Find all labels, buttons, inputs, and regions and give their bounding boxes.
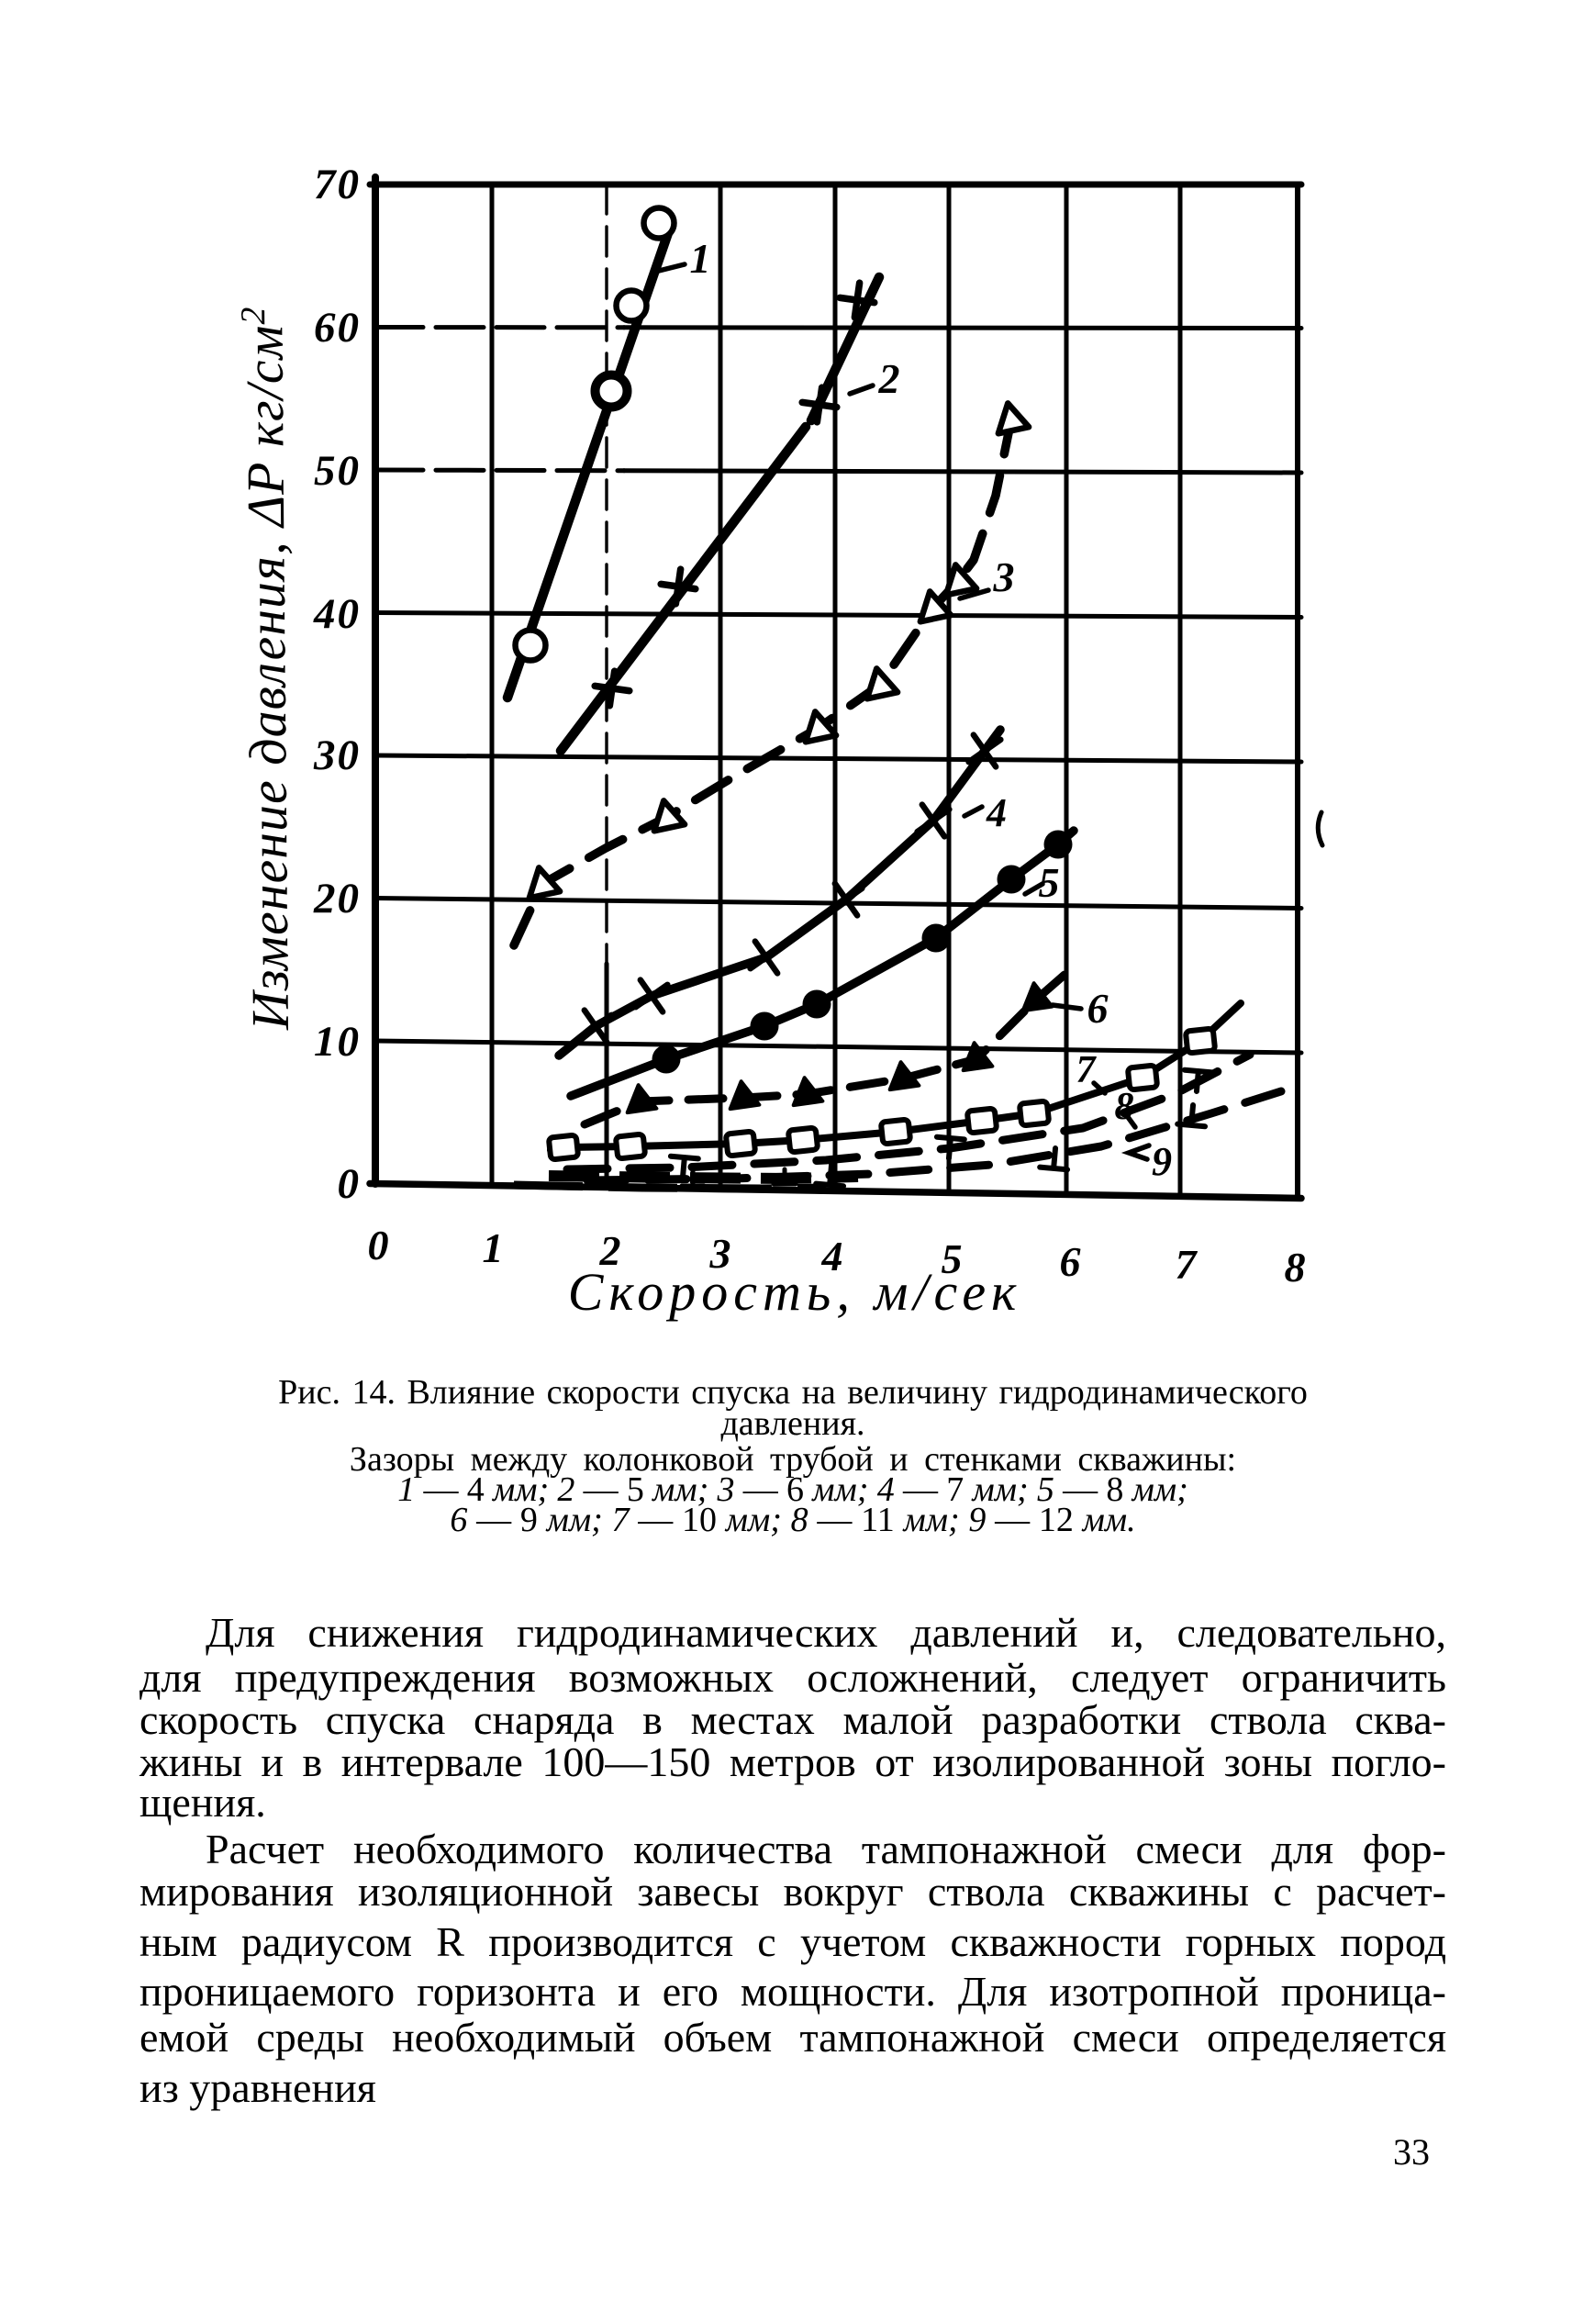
svg-text:5: 5: [942, 1235, 963, 1282]
svg-text:60: 60: [314, 304, 361, 352]
svg-text:1: 1: [483, 1224, 504, 1271]
svg-text:Изменение давления, ΔΡ кг/см2: Изменение давления, ΔΡ кг/см2: [234, 306, 300, 1031]
svg-text:10: 10: [314, 1018, 361, 1066]
svg-text:6: 6: [1087, 985, 1109, 1032]
svg-text:0: 0: [338, 1160, 362, 1208]
svg-text:40: 40: [313, 590, 361, 638]
svg-text:0: 0: [368, 1222, 389, 1268]
svg-text:50: 50: [314, 447, 361, 495]
svg-text:5: 5: [1039, 859, 1060, 906]
svg-text:1: 1: [690, 235, 711, 282]
svg-text:2: 2: [599, 1227, 621, 1274]
svg-text:30: 30: [313, 732, 361, 779]
svg-text:Скорость, м/сек: Скорость, м/сек: [568, 1262, 1022, 1322]
svg-text:9: 9: [1152, 1139, 1172, 1184]
svg-text:7: 7: [1076, 1049, 1098, 1091]
svg-text:70: 70: [314, 161, 361, 208]
svg-text:8: 8: [1285, 1244, 1306, 1290]
svg-text:4: 4: [821, 1233, 843, 1279]
svg-text:8: 8: [1115, 1086, 1134, 1128]
svg-text:6: 6: [1060, 1238, 1081, 1285]
svg-text:4: 4: [986, 790, 1007, 835]
svg-text:3: 3: [709, 1230, 731, 1277]
svg-text:2: 2: [878, 355, 900, 402]
svg-text:3: 3: [993, 553, 1015, 600]
svg-text:7: 7: [1176, 1241, 1199, 1288]
svg-text:20: 20: [313, 875, 361, 922]
